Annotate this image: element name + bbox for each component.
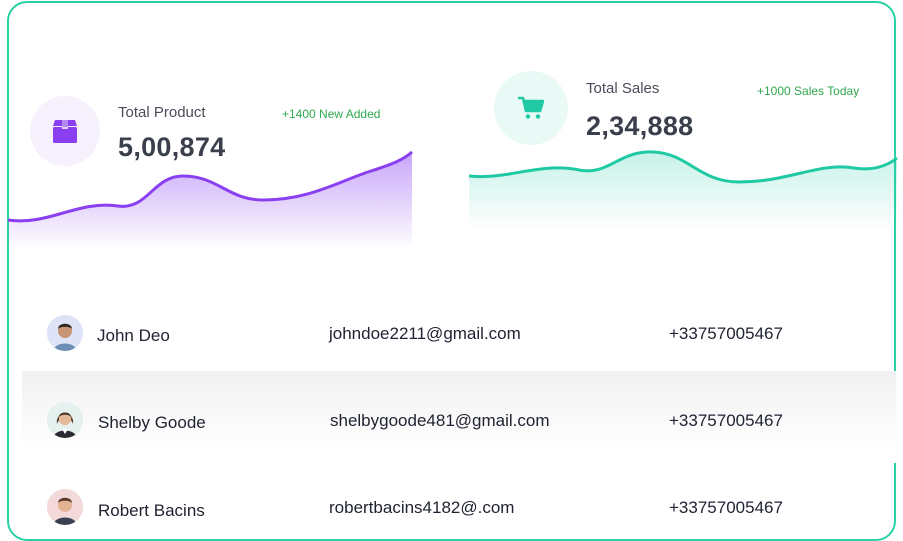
- user-email: johndoe2211@gmail.com: [329, 324, 521, 343]
- user-name: John Deo: [97, 326, 170, 345]
- avatar: [47, 315, 83, 351]
- stat-badge: +1400 New Added: [282, 107, 381, 121]
- stat-value: 2,34,888: [586, 111, 694, 141]
- product-icon-circle: [30, 96, 100, 166]
- box-icon: [53, 120, 77, 143]
- person-avatar-icon: [47, 402, 83, 438]
- table-row[interactable]: John Deo johndoe2211@gmail.com +33757005…: [22, 290, 896, 376]
- user-name: Shelby Goode: [98, 413, 206, 432]
- avatar: [47, 489, 83, 525]
- user-phone: +33757005467: [669, 498, 783, 517]
- person-avatar-icon: [47, 489, 83, 525]
- sales-icon-circle: [494, 71, 568, 145]
- user-phone: +33757005467: [669, 324, 783, 343]
- stat-title: Total Product: [118, 104, 206, 121]
- stat-title: Total Sales: [586, 80, 660, 97]
- user-email: robertbacins4182@.com: [329, 498, 515, 517]
- product-trend-wave: [7, 150, 413, 250]
- stat-value: 5,00,874: [118, 132, 226, 162]
- user-table: John Deo johndoe2211@gmail.com +33757005…: [22, 290, 896, 525]
- table-row[interactable]: Shelby Goode shelbygoode481@gmail.com +3…: [22, 371, 896, 463]
- person-avatar-icon: [47, 315, 83, 351]
- user-name: Robert Bacins: [98, 501, 205, 520]
- stat-badge: +1000 Sales Today: [757, 84, 860, 98]
- cart-icon: [518, 96, 544, 119]
- table-row[interactable]: Robert Bacins robertbacins4182@.com +337…: [22, 463, 896, 525]
- user-phone: +33757005467: [669, 411, 783, 430]
- sales-trend-wave: [468, 150, 898, 230]
- user-email: shelbygoode481@gmail.com: [330, 411, 550, 430]
- avatar: [47, 402, 83, 438]
